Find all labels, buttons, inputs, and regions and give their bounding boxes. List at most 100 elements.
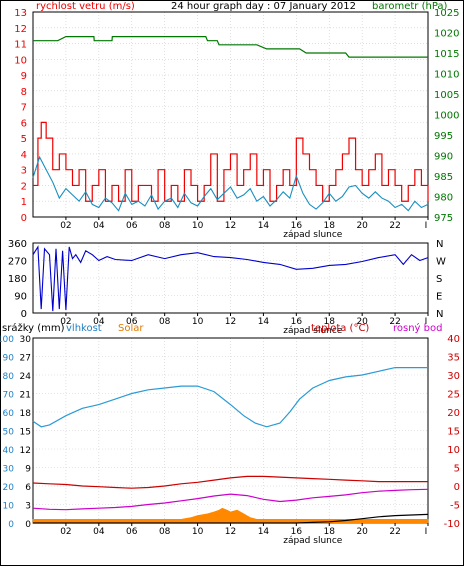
p1-right-tick-label: 1000 (434, 111, 459, 122)
p2-x-tick-label: I (425, 317, 428, 327)
p1-x-tick-label: 18 (324, 221, 336, 231)
p3-precip-tick-label: 30 (20, 335, 32, 345)
p3-temp-tick-label: 10 (447, 445, 460, 456)
p1-right-tick-label: 1025 (434, 8, 459, 19)
p3-humidity-tick-label: 60 (3, 409, 15, 419)
p3-humidity-tick-label: 70 (3, 391, 15, 401)
p1-left-tick-label: 13 (14, 8, 27, 19)
p2-right-tick-label: S (436, 274, 442, 285)
p1-right-tick-label: 975 (434, 213, 453, 224)
p3-precip-tick-label: 24 (20, 372, 32, 382)
p1-x-tick-label: 06 (126, 221, 138, 231)
p1-left-axis-label: rychlost vetru (m/s) (36, 1, 135, 12)
p1-x-tick-label: 14 (258, 221, 270, 231)
p1-left-tick-label: 3 (21, 166, 27, 177)
humidity-temperature-panel: 1003040902735802430702125601820501515401… (0, 322, 460, 546)
p1-right-tick-label: 1020 (434, 29, 459, 40)
p1-x-tick-label: 16 (291, 221, 303, 231)
p3-precip-tick-label: 6 (25, 483, 31, 493)
p1-left-tick-label: 9 (21, 71, 27, 82)
p1-right-tick-label: 1015 (434, 49, 459, 60)
p3-humidity-tick-label: 100 (0, 335, 14, 345)
p2-x-tick-label: 22 (389, 317, 400, 327)
p3-precip-tick-label: 21 (20, 391, 31, 401)
p3-temp-tick-label: 30 (447, 371, 460, 382)
p3-temp-tick-label: 0 (454, 482, 460, 493)
p3-temp-tick-label: 15 (447, 427, 460, 438)
p3-precip-tick-label: 9 (25, 465, 31, 475)
p1-right-tick-label: 985 (434, 172, 453, 183)
p1-left-tick-label: 1 (21, 197, 27, 208)
p3-x-tick-label: 06 (126, 527, 138, 537)
p2-left-tick-label: 90 (14, 292, 27, 303)
p2-right-tick-label: E (436, 292, 442, 303)
p1-right-tick-label: 990 (434, 152, 453, 163)
p3-temp-tick-label: 20 (447, 408, 460, 419)
p1-x-tick-label: 20 (356, 221, 368, 231)
p2-x-tick-label: 20 (356, 317, 368, 327)
p3-temp-tick-label: 25 (447, 390, 460, 401)
p1-left-tick-label: 10 (14, 55, 27, 66)
p1-sunset-label: západ slunce (283, 230, 343, 240)
p3-humidity-tick-label: 40 (3, 446, 15, 456)
p2-x-tick-label: 12 (225, 317, 236, 327)
p1-x-tick-label: 12 (225, 221, 236, 231)
p3-humidity-tick-label: 0 (8, 520, 14, 530)
p1-right-axis-label: barometr (hPa) (372, 1, 448, 12)
p2-right-tick-label: N (436, 239, 443, 250)
p3-temp-tick-label: -10 (444, 519, 460, 530)
p3-temp-axis-label: teplota (°C) (311, 323, 369, 334)
p3-precip-tick-label: 12 (20, 446, 31, 456)
p3-humidity-axis-label: vlhkost (66, 323, 102, 334)
p2-x-tick-label: 04 (93, 317, 105, 327)
p3-x-tick-label: I (425, 527, 428, 537)
p3-x-tick-label: 04 (93, 527, 105, 537)
p3-temp-tick-label: -5 (450, 501, 460, 512)
p3-dewpoint-axis-label: rosný bod (393, 322, 442, 334)
p2-left-tick-label: 270 (8, 257, 27, 268)
p1-left-tick-label: 6 (21, 118, 27, 129)
p3-humidity-tick-label: 50 (3, 428, 15, 438)
p2-left-tick-label: 360 (8, 239, 27, 250)
p2-right-tick-label: W (436, 257, 446, 268)
p3-temp-tick-label: 40 (447, 334, 460, 345)
gust-series-line (33, 121, 429, 202)
p1-x-tick-label: 08 (159, 221, 171, 231)
p3-precip-axis-label: srážky (mm) (2, 322, 65, 334)
p3-sunset-label: západ slunce (283, 536, 343, 546)
p3-precip-tick-label: 18 (20, 409, 32, 419)
p1-left-tick-label: 11 (14, 40, 27, 51)
p1-left-tick-label: 0 (21, 213, 27, 224)
p2-x-tick-label: 06 (126, 317, 138, 327)
p1-x-tick-label: 02 (60, 221, 71, 231)
p2-x-tick-label: 16 (291, 317, 303, 327)
p1-left-tick-label: 2 (21, 181, 27, 192)
p2-left-tick-label: 180 (8, 274, 27, 285)
p1-right-tick-label: 1010 (434, 70, 459, 81)
p1-x-tick-label: I (425, 221, 428, 231)
p3-solar-axis-label: Solar (118, 323, 144, 334)
p3-humidity-tick-label: 80 (3, 372, 15, 382)
p1-left-tick-label: 5 (21, 134, 27, 145)
p1-left-tick-label: 7 (21, 103, 27, 114)
p3-temp-tick-label: 5 (454, 464, 460, 475)
p2-x-tick-label: 10 (192, 317, 204, 327)
direction-series-line (32, 245, 429, 312)
p3-precip-tick-label: 27 (20, 354, 31, 364)
p1-right-tick-label: 995 (434, 131, 453, 142)
p3-humidity-tick-label: 90 (3, 354, 15, 364)
temperature-series-line (32, 475, 428, 489)
p2-x-tick-label: 02 (60, 317, 71, 327)
p1-left-tick-label: 4 (21, 150, 27, 161)
p3-x-tick-label: 12 (225, 527, 236, 537)
p3-precip-tick-label: 15 (20, 428, 31, 438)
p3-x-tick-label: 10 (192, 527, 204, 537)
p3-humidity-tick-label: 30 (3, 465, 15, 475)
p3-x-tick-label: 18 (324, 527, 336, 537)
p3-x-tick-label: 14 (258, 527, 270, 537)
dewpoint-series-line (32, 488, 429, 511)
p2-right-tick-label: N (436, 309, 443, 320)
